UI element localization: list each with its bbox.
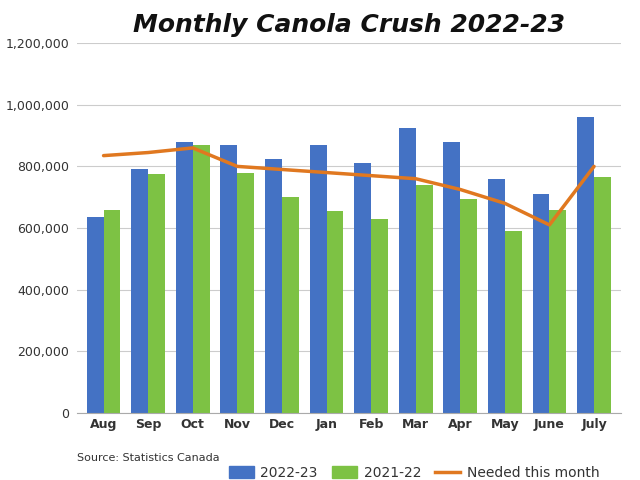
Bar bbox=[193, 145, 210, 413]
Bar bbox=[371, 219, 388, 413]
Bar bbox=[220, 145, 237, 413]
Bar bbox=[326, 211, 344, 413]
Bar bbox=[594, 177, 611, 413]
Bar bbox=[237, 173, 254, 413]
Bar bbox=[444, 142, 460, 413]
Bar bbox=[399, 128, 416, 413]
Bar bbox=[532, 194, 550, 413]
Bar bbox=[131, 169, 148, 413]
Bar bbox=[354, 163, 371, 413]
Bar bbox=[104, 209, 120, 413]
Bar bbox=[265, 159, 282, 413]
Text: Source: Statistics Canada: Source: Statistics Canada bbox=[77, 454, 220, 464]
Bar bbox=[176, 142, 193, 413]
Bar bbox=[488, 179, 505, 413]
Bar bbox=[416, 185, 433, 413]
Title: Monthly Canola Crush 2022-23: Monthly Canola Crush 2022-23 bbox=[133, 13, 564, 37]
Bar bbox=[86, 217, 104, 413]
Bar bbox=[310, 145, 326, 413]
Bar bbox=[550, 209, 566, 413]
Bar bbox=[577, 117, 594, 413]
Bar bbox=[148, 174, 165, 413]
Legend: 2022-23, 2021-22, Needed this month: 2022-23, 2021-22, Needed this month bbox=[223, 460, 605, 480]
Bar bbox=[460, 199, 477, 413]
Bar bbox=[505, 231, 522, 413]
Bar bbox=[282, 197, 299, 413]
